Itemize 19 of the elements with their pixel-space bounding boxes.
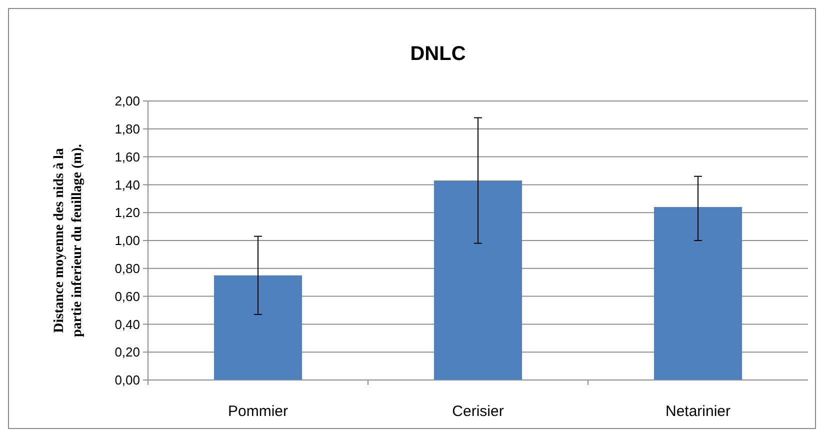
x-tick-label: Netarinier: [665, 403, 731, 420]
y-tick-label: 1,60: [114, 149, 140, 164]
y-axis-title: Distance moyenne des nids à la partie inferieur du feuillage (m).: [52, 144, 85, 337]
y-tick-label: 0,80: [114, 260, 140, 276]
y-tick-label: 1,40: [114, 177, 140, 192]
x-tick-label: Pommier: [228, 403, 288, 420]
y-tick-label: 0,00: [114, 372, 140, 388]
y-tick-label: 1,20: [114, 205, 140, 220]
y-tick-label: 1,00: [114, 233, 140, 248]
bar: [434, 180, 522, 380]
x-tick-label: Cerisier: [452, 403, 504, 420]
bar: [654, 207, 742, 380]
chart-title: DNLC: [410, 43, 466, 65]
y-tick-label: 1,80: [114, 121, 140, 136]
y-tick-label: 0,40: [114, 316, 140, 332]
y-tick-label: 2,00: [114, 94, 140, 109]
y-tick-label: 0,20: [114, 344, 140, 360]
y-tick-label: 0,60: [114, 288, 140, 304]
bar: [214, 275, 302, 380]
